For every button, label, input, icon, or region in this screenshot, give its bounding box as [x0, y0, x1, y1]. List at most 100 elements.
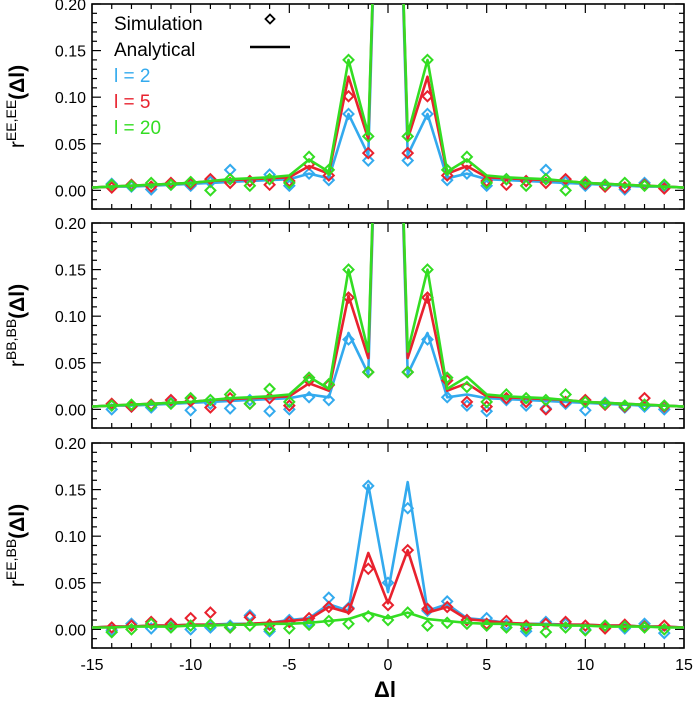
simulation-point [519, 622, 533, 635]
simulation-point [559, 617, 573, 631]
plot-area [92, 4, 684, 197]
simulation-point [342, 107, 355, 121]
simulation-point [203, 401, 217, 414]
simulation-point [460, 395, 474, 409]
simulation-point [401, 543, 415, 557]
y-tick-label: 0.10 [55, 529, 86, 546]
simulation-point [243, 619, 257, 633]
y-tick-label: 0.15 [55, 263, 86, 280]
simulation-point [539, 393, 553, 407]
simulation-point [282, 622, 296, 635]
simulation-point [361, 365, 375, 379]
simulation-point [460, 613, 474, 627]
simulation-point [460, 617, 474, 631]
simulation-point [125, 617, 138, 631]
simulation-point [480, 174, 494, 188]
simulation-point [421, 602, 434, 616]
analytical-line-l=20-left [92, 223, 374, 408]
x-tick-label: -10 [179, 657, 202, 674]
simulation-point [361, 154, 375, 167]
simulation-point [184, 175, 198, 189]
simulation-point [263, 382, 277, 396]
x-tick-label: -15 [80, 657, 103, 674]
panels: 0.000.050.100.150.20rEE,EE(Δl)0.000.050.… [3, 0, 693, 674]
legend-analytical-label: Analytical [114, 40, 195, 61]
simulation-point [657, 399, 671, 413]
simulation-point [282, 395, 296, 409]
y-tick-label: 0.05 [55, 576, 86, 593]
simulation-point [480, 176, 494, 190]
simulation-point [480, 619, 494, 633]
simulation-point [559, 183, 573, 197]
simulation-point [342, 617, 355, 631]
y-tick-label: 0.00 [55, 622, 86, 639]
analytical-line-l=20-right [402, 223, 684, 408]
x-tick-label: 10 [576, 657, 594, 674]
simulation-point [440, 390, 454, 404]
analytical-line-l=20-right [402, 4, 684, 189]
simulation-point [322, 393, 336, 407]
simulation-point [499, 178, 513, 192]
simulation-point [342, 602, 355, 616]
simulation-point [440, 169, 454, 182]
simulation-point [322, 163, 336, 177]
simulation-point [302, 390, 316, 404]
simulation-point [401, 501, 415, 515]
analytical-line-l=20-left [92, 4, 374, 189]
simulation-point [282, 615, 296, 629]
simulation-point [164, 393, 178, 407]
simulation-point [440, 371, 454, 385]
simulation-point [381, 598, 395, 612]
simulation-point [105, 397, 119, 411]
y-tick-label: 0.05 [55, 137, 86, 154]
legend-simulation-label: Simulation [114, 14, 203, 35]
simulation-point [578, 395, 592, 409]
simulation-point [164, 397, 178, 411]
simulation-point [282, 176, 296, 190]
simulation-point [460, 167, 474, 181]
simulation-point [164, 617, 178, 631]
simulation-point [263, 622, 277, 636]
simulation-point [322, 600, 336, 614]
simulation-point [480, 395, 494, 409]
simulation-point [361, 479, 375, 493]
simulation-point [105, 178, 119, 192]
simulation-point [519, 179, 533, 193]
simulation-point [657, 622, 671, 636]
simulation-point [618, 618, 632, 632]
simulation-point [105, 621, 119, 634]
analytical-line-l=5-right [402, 4, 684, 189]
simulation-point [342, 89, 355, 103]
simulation-point [499, 621, 513, 634]
simulation-point [263, 172, 277, 186]
simulation-point [401, 146, 415, 160]
simulation-point [598, 619, 612, 633]
simulation-point [263, 178, 277, 192]
simulation-point [322, 614, 336, 628]
simulation-point [144, 176, 158, 190]
simulation-point [638, 176, 651, 190]
simulation-point [401, 129, 415, 143]
simulation-point [203, 618, 217, 632]
simulation-point [440, 616, 454, 630]
simulation-point [184, 403, 198, 417]
simulation-point [657, 178, 671, 192]
simulation-point [460, 150, 474, 164]
simulation-point [342, 53, 355, 67]
simulation-point [243, 397, 257, 411]
y-tick-label: 0.05 [55, 356, 86, 373]
simulation-point [302, 150, 316, 164]
simulation-point [401, 606, 415, 620]
y-axis-label: rEE,BB(Δl) [3, 504, 29, 587]
simulation-point [618, 620, 632, 633]
analytical-line-l=5-right [402, 223, 684, 408]
simulation-point [105, 625, 119, 639]
simulation-point [184, 611, 198, 625]
simulation-point [559, 388, 573, 401]
simulation-point [381, 613, 395, 627]
simulation-point [499, 388, 513, 401]
simulation-point [638, 621, 651, 634]
simulation-point [421, 107, 434, 121]
simulation-point [203, 606, 217, 620]
simulation-point [421, 53, 434, 67]
